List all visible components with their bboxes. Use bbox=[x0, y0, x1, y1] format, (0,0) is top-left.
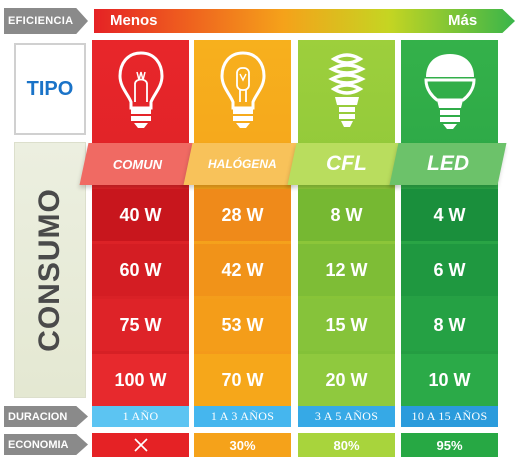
consumo-comun-4: 100 W bbox=[92, 354, 189, 406]
type-name-led: LED bbox=[389, 143, 507, 185]
type-name-cfl: CFL bbox=[287, 143, 405, 185]
tipo-label: TIPO bbox=[14, 43, 86, 135]
economia-comun bbox=[92, 433, 189, 457]
consumo-led-1: 4 W bbox=[401, 189, 498, 241]
consumo-label: CONSUMO bbox=[33, 188, 67, 352]
x-icon bbox=[133, 438, 148, 452]
consumo-halogena-4: 70 W bbox=[194, 354, 291, 406]
consumo-cfl-2: 12 W bbox=[298, 244, 395, 296]
cfl-bulb-icon bbox=[298, 40, 395, 140]
consumo-led-4: 10 W bbox=[401, 354, 498, 406]
consumo-led-2: 6 W bbox=[401, 244, 498, 296]
economia-halogena: 30% bbox=[194, 433, 291, 457]
consumo-halogena-1: 28 W bbox=[194, 189, 291, 241]
economia-led: 95% bbox=[401, 433, 498, 457]
type-name-comun: COMUN bbox=[79, 143, 197, 185]
efficiency-gradient-bar bbox=[94, 9, 515, 33]
halogen-bulb-icon bbox=[194, 40, 291, 140]
efficiency-min-label: Menos bbox=[110, 12, 158, 29]
consumo-comun-1: 40 W bbox=[92, 189, 189, 241]
duracion-led: 10 A 15 AÑOS bbox=[401, 406, 498, 427]
type-name-halogena: HALÓGENA bbox=[183, 143, 301, 185]
duracion-cfl: 3 A 5 AÑOS bbox=[298, 406, 395, 427]
consumo-cfl-3: 15 W bbox=[298, 299, 395, 351]
incandescent-bulb-icon bbox=[92, 40, 189, 140]
consumo-label-wrap: CONSUMO bbox=[14, 142, 86, 398]
duracion-label: DURACION bbox=[4, 406, 88, 427]
consumo-halogena-3: 53 W bbox=[194, 299, 291, 351]
consumo-cfl-1: 8 W bbox=[298, 189, 395, 241]
consumo-label-background bbox=[14, 142, 86, 398]
consumo-halogena-2: 42 W bbox=[194, 244, 291, 296]
led-bulb-icon bbox=[401, 40, 498, 140]
duracion-comun: 1 AÑO bbox=[92, 406, 189, 427]
consumo-comun-3: 75 W bbox=[92, 299, 189, 351]
efficiency-label: EFICIENCIA bbox=[4, 8, 88, 34]
consumo-comun-2: 60 W bbox=[92, 244, 189, 296]
efficiency-max-label: Más bbox=[448, 12, 478, 29]
consumo-cfl-4: 20 W bbox=[298, 354, 395, 406]
economia-label: ECONOMIA bbox=[4, 434, 88, 455]
duracion-halogena: 1 A 3 AÑOS bbox=[194, 406, 291, 427]
consumo-led-3: 8 W bbox=[401, 299, 498, 351]
economia-cfl: 80% bbox=[298, 433, 395, 457]
